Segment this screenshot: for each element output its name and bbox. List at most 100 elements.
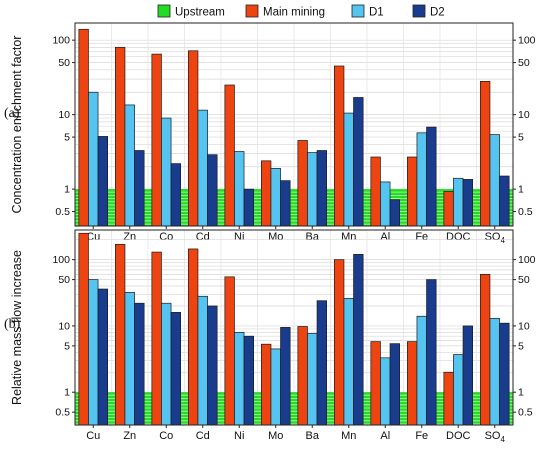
x-tick-label: Zn — [123, 231, 136, 243]
y-tick-label-right: 1 — [518, 184, 524, 196]
bar-main-mining — [443, 191, 454, 227]
bar-d1 — [453, 354, 464, 426]
bar-d2 — [353, 97, 364, 227]
x-tick-label: DOC — [446, 231, 471, 243]
y-tick-label-left: 0.5 — [55, 206, 70, 218]
y-tick-label-right: 100 — [518, 35, 536, 47]
x-tick-label: Ba — [306, 231, 320, 243]
bar-main-mining — [188, 50, 199, 227]
bar-main-mining — [114, 47, 126, 227]
y-tick-label-left: 100 — [52, 35, 70, 47]
x-tick-label: SO4 — [485, 430, 506, 444]
bar-d1 — [197, 109, 208, 227]
y-tick-label-right: 5 — [518, 132, 524, 144]
bar-d2 — [280, 327, 291, 426]
bar-main-mining — [297, 140, 308, 227]
bar-d2 — [97, 136, 109, 227]
bar-d2 — [170, 163, 182, 227]
bar-main-mining — [151, 53, 162, 227]
bar-d1 — [343, 298, 354, 426]
panel-label: (a) — [4, 106, 20, 121]
upstream-band — [75, 392, 513, 425]
legend-swatch — [245, 4, 259, 18]
x-tick-label: Zn — [123, 430, 136, 442]
bar-d2 — [97, 288, 109, 426]
bar-main-mining — [370, 156, 381, 227]
bar-d2 — [462, 179, 473, 227]
plot-frame — [74, 22, 514, 227]
y-axis-label: Concentration enrichment factor — [10, 36, 24, 214]
x-tick-label: Mo — [268, 231, 283, 243]
bar-d2 — [316, 300, 327, 426]
bar-d1 — [161, 117, 172, 227]
bar-d2 — [426, 126, 437, 227]
legend-label: D1 — [369, 7, 384, 19]
bar-d2 — [353, 254, 364, 426]
bar-d1 — [416, 315, 427, 426]
bar-d1 — [88, 279, 99, 426]
x-tick-label: Cd — [196, 231, 210, 243]
bar-d2 — [134, 150, 145, 227]
x-tick-label: Mo — [268, 430, 283, 442]
x-tick-label: Al — [380, 231, 390, 243]
bar-main-mining — [78, 232, 89, 426]
y-tick-label-right: 0.5 — [518, 206, 533, 218]
y-axis-label: Relative mass flow increase — [10, 250, 24, 405]
bar-d2 — [462, 325, 473, 426]
bar-d1 — [88, 91, 99, 227]
y-tick-label-left: 10 — [58, 109, 70, 121]
bar-d1 — [380, 181, 391, 227]
bar-main-mining — [407, 156, 418, 227]
bar-main-mining — [443, 371, 454, 426]
x-tick-label: Ni — [234, 430, 244, 442]
y-tick-label-right: 10 — [518, 320, 530, 332]
y-tick-label-left: 0.5 — [55, 407, 70, 419]
x-tick-label: Ni — [234, 231, 244, 243]
y-tick-label-left: 100 — [52, 254, 70, 266]
x-tick-label: Cu — [86, 430, 100, 442]
bar-d2 — [389, 343, 400, 426]
bar-d1 — [307, 152, 318, 227]
y-tick-label-left: 5 — [64, 132, 70, 144]
bar-d1 — [307, 333, 318, 426]
bar-main-mining — [334, 259, 345, 426]
y-tick-label-left: 1 — [64, 387, 70, 399]
y-tick-label-left: 50 — [58, 274, 70, 286]
bar-d1 — [453, 177, 464, 227]
y-tick-label-right: 50 — [518, 274, 530, 286]
x-tick-label: DOC — [446, 430, 471, 442]
bar-d1 — [234, 151, 245, 227]
x-tick-label: Co — [159, 430, 173, 442]
bar-main-mining — [334, 65, 345, 227]
legend-label: Upstream — [175, 7, 225, 19]
bar-d1 — [270, 168, 281, 227]
bar-main-mining — [151, 251, 162, 426]
y-tick-label-left: 5 — [64, 340, 70, 352]
bar-main-mining — [261, 343, 272, 426]
x-tick-label: Fe — [415, 231, 428, 243]
y-tick-label-right: 50 — [518, 57, 530, 69]
bar-main-mining — [224, 276, 235, 426]
bar-d2 — [426, 279, 437, 426]
x-tick-label: Co — [159, 231, 173, 243]
panel-label: (b) — [4, 317, 21, 332]
x-tick-label: SO4 — [485, 231, 506, 245]
legend-swatch — [412, 4, 426, 18]
bar-main-mining — [480, 273, 491, 426]
bar-main-mining — [370, 341, 381, 426]
bar-main-mining — [224, 84, 235, 227]
y-tick-label-right: 0.5 — [518, 407, 533, 419]
bar-d2 — [243, 188, 255, 227]
bar-main-mining — [407, 341, 418, 426]
bar-d2 — [280, 180, 291, 227]
bar-d2 — [170, 312, 182, 426]
bar-main-mining — [480, 80, 491, 227]
x-tick-label: Cd — [196, 430, 210, 442]
plot-frame — [74, 229, 514, 426]
x-tick-label: Mn — [341, 430, 356, 442]
bar-d1 — [489, 134, 500, 227]
bar-d1 — [380, 357, 391, 426]
